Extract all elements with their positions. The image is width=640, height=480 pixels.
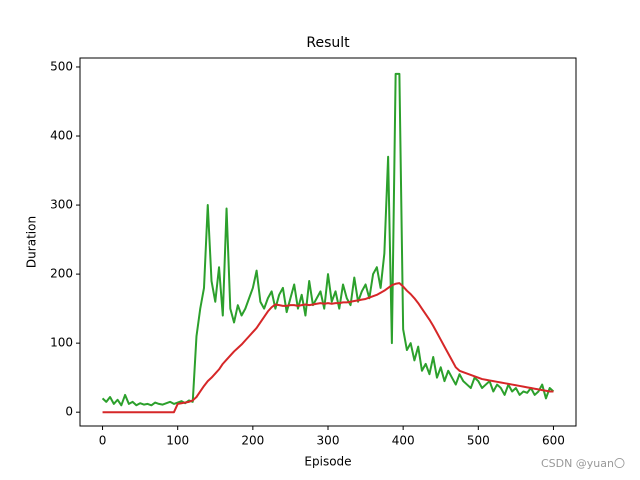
x-tick-label: 500 bbox=[467, 434, 490, 448]
x-tick-label: 200 bbox=[241, 434, 264, 448]
x-tick-label: 100 bbox=[166, 434, 189, 448]
y-tick-label: 200 bbox=[50, 267, 73, 281]
x-tick-label: 600 bbox=[542, 434, 565, 448]
y-tick-label: 0 bbox=[65, 405, 73, 419]
y-tick-label: 400 bbox=[50, 129, 73, 143]
series-line bbox=[101, 72, 555, 407]
x-tick-label: 0 bbox=[99, 434, 107, 448]
y-tick-label: 500 bbox=[50, 59, 73, 73]
chart-title: Result bbox=[306, 35, 350, 51]
series-line bbox=[102, 282, 554, 414]
plot-frame bbox=[79, 57, 577, 427]
y-axis-label: Duration bbox=[25, 216, 39, 268]
x-tick-label: 300 bbox=[317, 434, 340, 448]
y-tick-label: 100 bbox=[50, 336, 73, 350]
y-tick-label: 300 bbox=[50, 198, 73, 212]
x-axis-label: Episode bbox=[304, 455, 351, 469]
watermark: CSDN @yuan〇 bbox=[541, 457, 625, 470]
x-tick-label: 400 bbox=[392, 434, 415, 448]
